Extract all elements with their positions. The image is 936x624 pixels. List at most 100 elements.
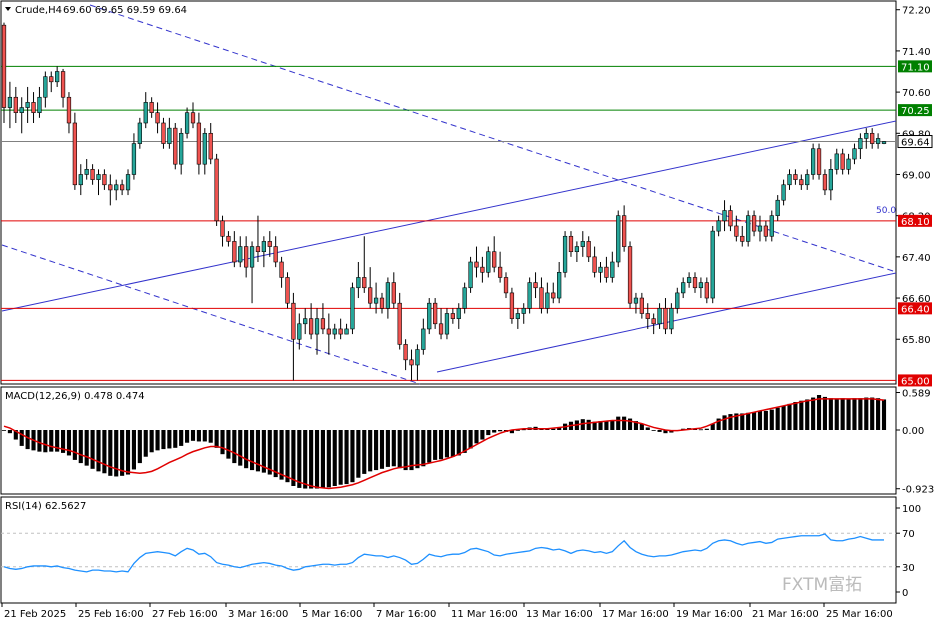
candle[interactable] (799, 174, 804, 190)
candle[interactable] (356, 262, 361, 299)
candle[interactable] (486, 246, 491, 278)
candle[interactable] (751, 210, 757, 237)
candle[interactable] (598, 262, 603, 283)
candle[interactable] (119, 179, 125, 196)
candle[interactable] (60, 68, 66, 108)
candle[interactable] (125, 169, 131, 196)
candle[interactable] (391, 272, 396, 309)
candle[interactable] (622, 205, 627, 252)
candle[interactable] (7, 81, 13, 129)
candle[interactable] (763, 220, 769, 242)
candle[interactable] (645, 303, 650, 329)
candle[interactable] (190, 102, 196, 129)
candle[interactable] (627, 241, 633, 309)
candle[interactable] (503, 272, 509, 299)
candle[interactable] (303, 308, 308, 335)
candle[interactable] (592, 246, 597, 278)
candle[interactable] (403, 339, 408, 371)
candle[interactable] (433, 298, 438, 329)
candle[interactable] (468, 256, 473, 293)
candle[interactable] (427, 298, 432, 335)
candle[interactable] (397, 292, 402, 350)
rsi-panel[interactable] (0, 496, 897, 604)
candle[interactable] (858, 133, 863, 160)
candle[interactable] (202, 128, 207, 175)
candle[interactable] (515, 308, 520, 329)
candle[interactable] (385, 277, 391, 319)
candle[interactable] (639, 292, 644, 319)
candle[interactable] (96, 169, 101, 196)
candle[interactable] (539, 277, 544, 314)
candle[interactable] (852, 143, 857, 165)
candle[interactable] (368, 267, 373, 309)
candle[interactable] (450, 308, 455, 324)
dropdown-triangle-icon[interactable] (5, 7, 11, 11)
candle[interactable] (746, 210, 751, 247)
candle[interactable] (273, 236, 278, 268)
candle[interactable] (72, 112, 78, 190)
candle[interactable] (675, 287, 680, 314)
candle[interactable] (344, 323, 349, 335)
candle[interactable] (864, 128, 869, 149)
candle[interactable] (681, 277, 686, 299)
candle[interactable] (214, 153, 219, 226)
candle[interactable] (604, 256, 609, 283)
candle[interactable] (350, 282, 355, 335)
candle[interactable] (279, 256, 284, 288)
candle[interactable] (734, 215, 739, 242)
candle[interactable] (840, 148, 845, 175)
candle[interactable] (314, 308, 320, 355)
candle[interactable] (167, 117, 172, 149)
candle[interactable] (338, 318, 343, 340)
candle[interactable] (226, 231, 231, 247)
candle[interactable] (291, 292, 296, 381)
candle[interactable] (663, 298, 668, 335)
candle[interactable] (551, 282, 556, 304)
candle[interactable] (710, 225, 715, 304)
candle[interactable] (255, 215, 261, 263)
candle[interactable] (84, 159, 89, 180)
candle[interactable] (816, 143, 822, 180)
candle[interactable] (568, 231, 574, 257)
candle[interactable] (444, 308, 450, 340)
candle[interactable] (131, 133, 137, 180)
candle[interactable] (19, 97, 24, 134)
candle[interactable] (456, 303, 461, 329)
candle[interactable] (78, 164, 83, 196)
candle[interactable] (474, 246, 479, 278)
candle[interactable] (332, 323, 337, 340)
candle[interactable] (421, 318, 426, 355)
candle[interactable] (409, 349, 414, 381)
candle[interactable] (90, 164, 95, 185)
candle[interactable] (373, 282, 379, 314)
candle[interactable] (828, 159, 833, 201)
candle[interactable] (533, 272, 538, 299)
candle[interactable] (462, 282, 467, 314)
candle[interactable] (25, 86, 30, 123)
candle[interactable] (137, 117, 142, 149)
candle[interactable] (805, 169, 810, 190)
candle[interactable] (728, 205, 733, 232)
candle[interactable] (66, 92, 72, 134)
candle[interactable] (244, 236, 249, 278)
candle[interactable] (149, 97, 154, 118)
candle[interactable] (793, 169, 798, 185)
candle[interactable] (574, 241, 580, 263)
candle[interactable] (521, 303, 526, 324)
candle[interactable] (184, 107, 190, 139)
candle[interactable] (497, 251, 503, 283)
candle[interactable] (114, 179, 119, 201)
candle[interactable] (326, 313, 331, 355)
candle[interactable] (155, 102, 160, 134)
candle[interactable] (249, 241, 255, 304)
candle[interactable] (669, 303, 674, 335)
candle[interactable] (438, 308, 444, 340)
candle[interactable] (875, 133, 881, 149)
candle[interactable] (37, 86, 42, 118)
candle[interactable] (102, 169, 107, 190)
candle[interactable] (557, 262, 562, 304)
candle[interactable] (757, 215, 763, 242)
candle[interactable] (775, 195, 780, 221)
candle[interactable] (362, 236, 367, 293)
candle[interactable] (415, 344, 420, 381)
